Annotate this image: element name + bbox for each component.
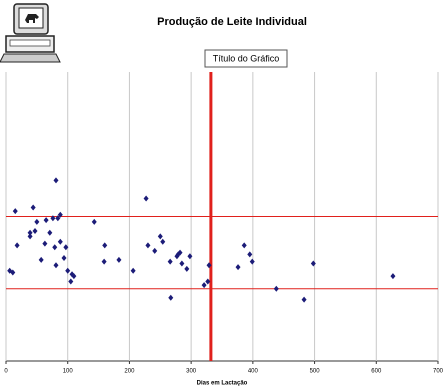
point xyxy=(187,253,193,260)
point xyxy=(247,251,253,258)
point xyxy=(184,265,190,272)
x-tick-label: 300 xyxy=(186,369,197,375)
point xyxy=(160,238,166,245)
point xyxy=(27,229,33,236)
x-tick-label: 700 xyxy=(433,369,443,375)
point xyxy=(167,258,173,265)
point xyxy=(235,264,241,271)
point xyxy=(206,262,212,269)
point xyxy=(68,278,74,285)
point xyxy=(55,215,61,222)
point xyxy=(249,258,255,265)
point xyxy=(91,218,97,225)
point xyxy=(310,260,316,267)
x-tick-label: 0 xyxy=(4,369,8,375)
point xyxy=(61,255,67,262)
point xyxy=(47,229,53,236)
x-axis-label: Dias em Lactação xyxy=(197,381,248,387)
point xyxy=(101,258,107,265)
x-tick-label: 100 xyxy=(63,369,74,375)
computer-icon xyxy=(0,3,61,63)
point xyxy=(53,177,59,184)
point xyxy=(65,267,71,274)
point xyxy=(205,278,211,285)
point xyxy=(273,285,279,292)
legend-title: Título do Gráfico xyxy=(213,53,280,63)
point xyxy=(42,240,48,247)
x-tick-label: 200 xyxy=(124,369,135,375)
x-tick-label: 600 xyxy=(371,369,382,375)
point xyxy=(152,247,158,254)
point xyxy=(57,211,63,218)
point xyxy=(63,244,69,251)
point xyxy=(130,267,136,274)
point xyxy=(168,294,174,301)
point xyxy=(241,242,247,249)
x-tick-label: 400 xyxy=(248,369,259,375)
point xyxy=(71,273,77,280)
point xyxy=(38,256,44,263)
point xyxy=(102,242,108,249)
point xyxy=(34,218,40,225)
point xyxy=(50,215,56,222)
legend-box xyxy=(204,49,288,68)
point xyxy=(116,256,122,263)
point xyxy=(145,242,151,249)
point xyxy=(179,260,185,267)
point xyxy=(12,208,18,215)
x-tick-label: 500 xyxy=(310,369,321,375)
point xyxy=(10,269,16,276)
point xyxy=(177,249,183,256)
point xyxy=(57,238,63,245)
point xyxy=(30,204,36,211)
point xyxy=(32,227,38,234)
point xyxy=(53,262,59,269)
point xyxy=(157,233,163,240)
point xyxy=(390,273,396,280)
point xyxy=(27,233,33,240)
point xyxy=(201,282,207,289)
point xyxy=(43,217,49,224)
point xyxy=(301,296,307,303)
point xyxy=(143,195,149,202)
point xyxy=(52,244,58,251)
chart-title: Produção de Leite Individual xyxy=(157,16,307,28)
point xyxy=(14,242,20,249)
